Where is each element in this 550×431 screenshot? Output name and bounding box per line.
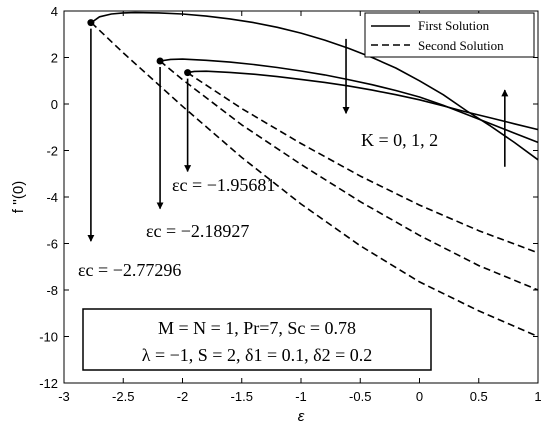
parameter-line-2: λ = −1, S = 2, δ1 = 0.1, δ2 = 0.2 xyxy=(142,345,372,365)
critical-label-2: εc = −2.18927 xyxy=(146,221,249,241)
legend: First Solution Second Solution xyxy=(364,12,535,58)
x-tick-label: -0.5 xyxy=(349,389,371,404)
y-axis-ticks: -12 -10 -8 -6 -4 -2 0 2 4 xyxy=(39,4,538,391)
x-axis-ticks: -3 -2.5 -2 -1.5 -1 -0.5 0 0.5 1 xyxy=(58,11,542,404)
x-tick-label: 0.5 xyxy=(470,389,488,404)
k-annotation: K = 0, 1, 2 xyxy=(361,130,438,150)
critical-point-2 xyxy=(156,57,164,65)
critical-label-1: εc = −2.77296 xyxy=(78,260,181,280)
legend-box xyxy=(364,12,535,58)
critical-points xyxy=(87,19,192,77)
y-tick-label: 4 xyxy=(51,4,58,19)
y-tick-label: 0 xyxy=(51,97,58,112)
critical-point-3 xyxy=(184,69,192,77)
first-solution-curve-3 xyxy=(187,70,538,131)
annotation-arrows xyxy=(87,28,509,242)
second-solution-curve-6 xyxy=(186,71,538,254)
first-solution-curve-2 xyxy=(159,58,538,144)
legend-label-second: Second Solution xyxy=(418,38,504,53)
x-tick-label: -2 xyxy=(177,389,189,404)
legend-label-first: First Solution xyxy=(418,18,490,33)
parameter-box-frame xyxy=(82,308,432,371)
first-solution-curve-1 xyxy=(90,11,538,161)
y-tick-label: -2 xyxy=(46,144,58,159)
x-tick-label: 0 xyxy=(416,389,423,404)
x-tick-label: -1 xyxy=(295,389,307,404)
x-tick-label: -2.5 xyxy=(112,389,134,404)
plot-curves xyxy=(90,11,538,338)
y-tick-label: 2 xyxy=(51,51,58,66)
x-tick-label: -3 xyxy=(58,389,70,404)
critical-label-3: εc = −1.95681 xyxy=(172,175,275,195)
parameter-box: M = N = 1, Pr=7, Sc = 0.78 λ = −1, S = 2… xyxy=(82,308,432,371)
y-tick-label: -10 xyxy=(39,330,58,345)
second-solution-curve-4 xyxy=(90,22,538,338)
x-tick-label: 1 xyxy=(534,389,541,404)
x-axis-title: ε xyxy=(298,408,305,425)
y-tick-label: -6 xyxy=(46,237,58,252)
y-tick-label: -8 xyxy=(46,283,58,298)
second-solution-curve-5 xyxy=(159,60,538,291)
parameter-line-1: M = N = 1, Pr=7, Sc = 0.78 xyxy=(158,318,356,338)
y-tick-label: -4 xyxy=(46,190,58,205)
y-tick-label: -12 xyxy=(39,376,58,391)
x-tick-label: -1.5 xyxy=(231,389,253,404)
critical-point-1 xyxy=(87,19,95,27)
y-axis-title: f ''(0) xyxy=(10,181,27,213)
